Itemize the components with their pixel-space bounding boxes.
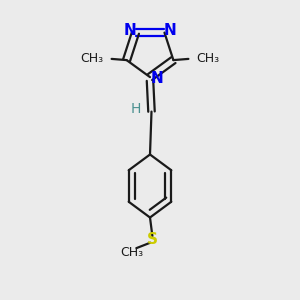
Text: N: N: [124, 23, 136, 38]
Text: N: N: [150, 71, 163, 86]
Text: CH₃: CH₃: [81, 52, 104, 65]
Text: CH₃: CH₃: [196, 52, 219, 65]
Text: S: S: [147, 232, 158, 247]
Text: CH₃: CH₃: [120, 245, 143, 259]
Text: N: N: [164, 23, 176, 38]
Text: H: H: [131, 102, 141, 116]
